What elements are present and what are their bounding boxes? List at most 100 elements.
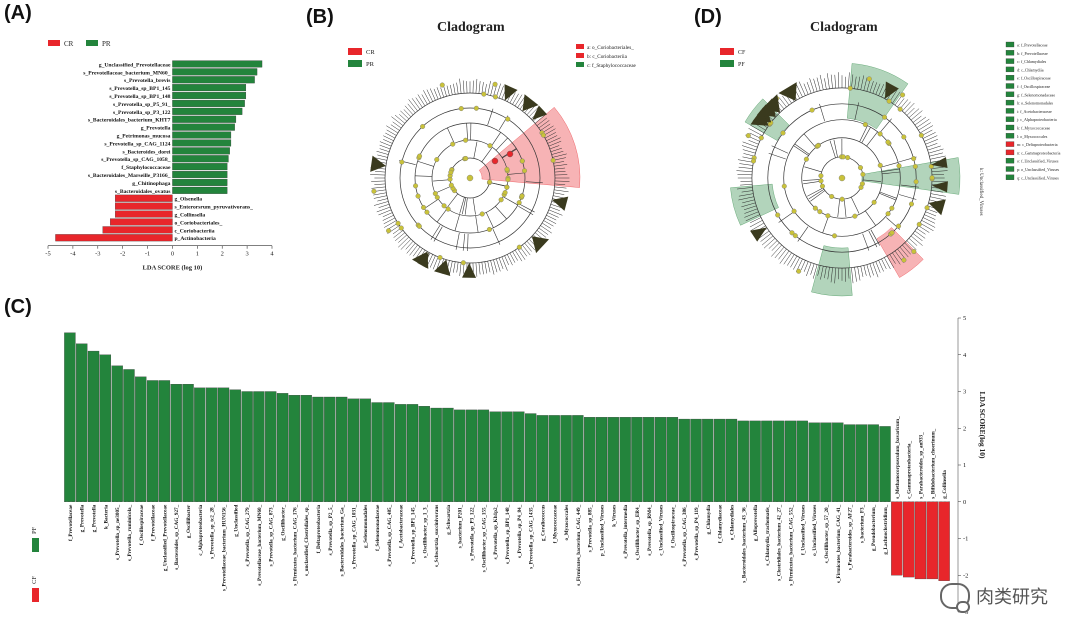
d-leaf-line-48	[830, 267, 833, 283]
d-leaf-line-21	[908, 238, 918, 246]
b-leaf-line-85	[373, 192, 387, 196]
c-bar-17	[265, 391, 277, 502]
c-label-62: f_Unclassified_Viruses	[800, 505, 806, 555]
c-label-56: o_Chlamydiales	[729, 505, 735, 540]
d-annot-swatch-15	[1005, 166, 1015, 172]
c-label-35: s_Oscillibacter_sp_CAG_155_	[481, 504, 487, 572]
bar-s_Prevotella_sp_CAG_1124	[172, 139, 232, 147]
b-branch-3	[495, 206, 507, 220]
c-label-22: s_Prevotella_sp_P2_5_	[328, 504, 334, 555]
label-p_Actinobacteria: p_Actinobacteria	[174, 236, 216, 242]
c-ytick-label-4: 4	[963, 352, 967, 359]
c-label-33: s_bacterium_P201_	[458, 504, 464, 548]
d-node-46	[929, 175, 935, 181]
c-ytick-label-2: 2	[963, 425, 966, 432]
c-bar-46	[607, 417, 619, 502]
d-leaf-line-35	[872, 262, 879, 278]
d-leaf-line-64	[778, 248, 787, 260]
b-annot-swatch-1	[576, 53, 584, 58]
c-bar-37	[501, 411, 513, 502]
b-leaf-line-4	[554, 189, 569, 193]
b-leaf-line-152	[517, 96, 526, 108]
panel-a-label: (A)	[4, 2, 32, 24]
c-label-68: g_Pseudobacterium_	[871, 504, 877, 551]
b-leaf-line-92	[375, 171, 386, 173]
label-s_Prevotella_sp_P3_122: s_Prevotella_sp_P3_122	[113, 110, 171, 116]
b-leaf-line-63	[412, 246, 421, 257]
bar-s_Enterorsrum_pyruvativorans_	[115, 202, 173, 210]
b-node-68	[463, 155, 469, 161]
d-annot-16: q: c_Unclassified_Viruses	[1017, 175, 1059, 180]
b-branch-11	[435, 185, 452, 194]
x-axis-title-a: LDA SCORE (log 10)	[143, 265, 203, 272]
d-leaf-line-177	[931, 167, 944, 169]
d-leaf-line-55	[806, 262, 812, 277]
c-bar-5	[123, 369, 135, 502]
d-branch-18	[865, 210, 876, 226]
b-leaf-line-168	[547, 137, 561, 144]
b-node-29	[492, 94, 498, 100]
d-leaf-line-178	[931, 170, 948, 172]
b-leaf-line-38	[490, 260, 495, 275]
b-cluster-3	[504, 84, 518, 101]
label-s_Bacteroidales_bacterium_KHT7: s_Bacteroidales_bacterium_KHT7	[88, 118, 171, 124]
b-node-54	[395, 220, 401, 226]
b-leaf-line-177	[554, 167, 566, 170]
d-leaf-line-125	[806, 82, 812, 94]
b-leaf-line-32	[507, 254, 513, 266]
c-legend-swatch-cf	[32, 588, 39, 602]
d-node-67	[751, 158, 757, 164]
b-root	[466, 174, 474, 182]
d-node-23	[819, 183, 825, 189]
d-branch-9	[898, 194, 917, 200]
b-leaf-line-77	[382, 215, 394, 221]
c-bar-50	[654, 417, 667, 502]
d-leaf-line-157	[904, 102, 915, 114]
d-branch-29	[833, 139, 838, 158]
bar-g_Collinsella	[115, 210, 173, 218]
d-node-33	[911, 249, 917, 255]
b-branch-16	[481, 147, 493, 163]
d-branch-0	[866, 131, 878, 147]
d-leaf-line-6	[930, 196, 945, 200]
b-leaf-line-104	[385, 132, 396, 139]
b-node-65	[424, 209, 430, 215]
c-bar-18	[276, 393, 289, 502]
c-bar-57	[737, 420, 749, 502]
d-leaf-line-163	[916, 118, 930, 128]
d-node-38	[911, 156, 917, 162]
d-branch-4	[794, 143, 810, 155]
b-leaf-line-43	[475, 262, 478, 277]
d-annot-0: a: f_Prevotellaceae	[1017, 43, 1048, 48]
b-leaf-line-40	[484, 261, 488, 274]
b-node-19	[399, 159, 405, 165]
label-s_Prevotella_sp_P5_91_: s_Prevotella_sp_P5_91_	[113, 102, 171, 108]
c-label-63: o_Unclassified_Viruses	[812, 505, 818, 556]
label-g_Petrimonas_mucosa: g_Petrimonas_mucosa	[117, 134, 171, 140]
d-branch-28	[862, 233, 870, 251]
b-leaf-line-33	[504, 255, 509, 266]
c-bar-4	[111, 365, 123, 502]
d-leaf-line-168	[924, 135, 938, 142]
c-label-8: g_Unclassified_Prevotellaceae	[162, 504, 168, 571]
b-leaf-line-162	[538, 120, 550, 129]
d-branch-17	[879, 192, 897, 201]
xtick-label-a--3: -3	[95, 251, 100, 258]
d-leaf-line-147	[878, 84, 885, 96]
d-leaf-line-29	[889, 254, 896, 264]
b-branch-14	[525, 181, 543, 184]
panel-d-label: (D)	[694, 6, 722, 28]
d-node-13	[839, 196, 845, 202]
b-leaf-line-87	[371, 186, 386, 189]
c-label-13: s_Prevotellaceae_bacterium_HUN156_	[221, 504, 227, 591]
d-leaf-line-145	[872, 82, 878, 94]
c-label-60: s_Clostridiales_bacterium_42_27_	[777, 504, 783, 580]
c-label-7: f_Prevotellaceae	[151, 504, 157, 541]
d-annot-swatch-16	[1005, 174, 1015, 180]
b-leaf-line-76	[383, 217, 396, 225]
b-leaf-line-163	[540, 123, 551, 131]
b-leaf-line-13	[546, 215, 557, 221]
b-node-66	[550, 157, 556, 163]
c-bar-63	[808, 422, 820, 502]
d-annot-swatch-14	[1005, 158, 1015, 164]
